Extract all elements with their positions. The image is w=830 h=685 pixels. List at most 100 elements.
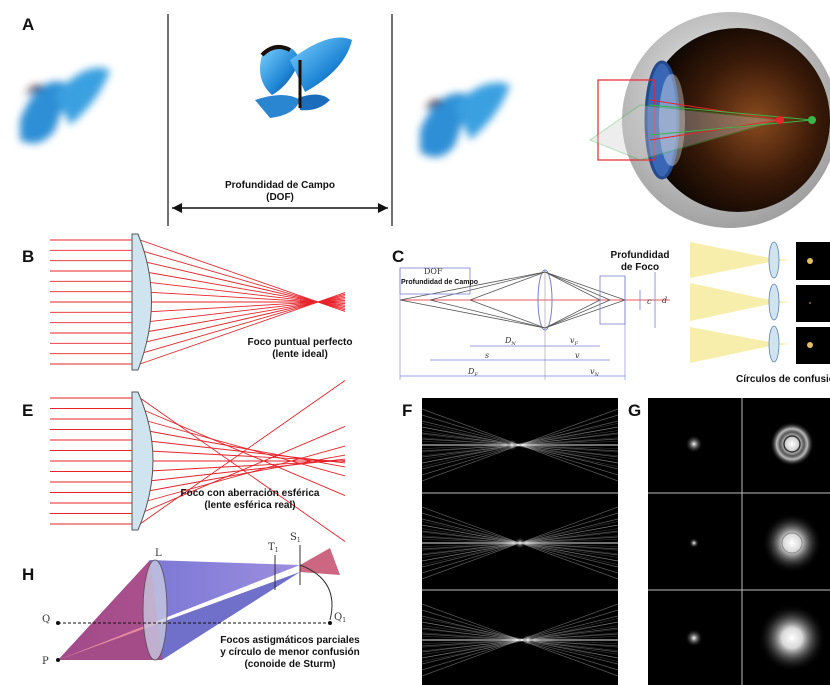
ray-line xyxy=(511,444,619,467)
ray-line xyxy=(527,639,619,659)
ray-line xyxy=(511,444,619,453)
ray-line xyxy=(421,444,513,457)
panel-h-label: H xyxy=(22,565,34,584)
panel-e-caption-line2: (lente esférica real) xyxy=(204,500,295,511)
h-caption-line2: y círculo de menor confusión xyxy=(220,647,359,658)
ray-line xyxy=(421,542,521,558)
d-cone-2 xyxy=(690,283,830,322)
ray-line xyxy=(527,639,619,662)
ray-line xyxy=(421,639,529,655)
ray-line xyxy=(139,458,346,483)
ray-line xyxy=(421,423,513,446)
ray-line xyxy=(527,628,619,641)
f-caustic-patterns xyxy=(421,408,619,677)
ray-line xyxy=(519,542,619,562)
ray-line xyxy=(511,444,619,460)
caustic-focus xyxy=(522,634,534,646)
g-ring-2 xyxy=(762,513,822,573)
spherical-lens-rays xyxy=(50,380,346,542)
g-psf-2 xyxy=(689,538,699,548)
ray-line xyxy=(421,542,521,551)
ray-line xyxy=(511,444,619,464)
c-sym-df: DF xyxy=(467,367,478,378)
ray-line xyxy=(421,444,513,464)
ray-line xyxy=(527,618,619,641)
h-lens-icon xyxy=(142,559,168,661)
g-psf-3 xyxy=(685,629,703,647)
ray-line xyxy=(421,521,521,544)
ray-line xyxy=(527,639,619,652)
ray-line xyxy=(519,524,619,544)
ray-line xyxy=(421,628,529,641)
ray-line xyxy=(421,528,521,544)
panel-b-label: B xyxy=(22,247,34,266)
c-sym-d: d xyxy=(662,296,667,305)
butterfly-blurred-left-icon xyxy=(20,67,110,144)
panel-a: A Profundidad de Campo (DOF) xyxy=(20,12,830,228)
spherical-lens-icon xyxy=(131,391,154,531)
panel-e-caption-line1: Foco con aberración esférica xyxy=(181,488,320,499)
butterfly-sharp-icon xyxy=(255,37,352,118)
ray-line xyxy=(421,542,521,565)
ray-line xyxy=(421,625,529,641)
c-focus-depth-line1: Profundidad xyxy=(611,250,670,261)
panel-e: E Foco con aberración esférica (lente es… xyxy=(22,380,346,542)
h-L: L xyxy=(155,548,162,559)
c-sym-vf: vF xyxy=(570,336,579,347)
h-Q1: Q1 xyxy=(334,612,346,624)
panel-h: H L T1 S1 Q Q1 P Focos astigmáticos parc… xyxy=(22,532,360,670)
ray-line xyxy=(421,535,521,544)
h-S1: S1 xyxy=(290,532,301,544)
ideal-lens-icon xyxy=(131,233,152,371)
ray-line xyxy=(139,426,346,514)
panel-a-label: A xyxy=(22,15,34,34)
ray-line xyxy=(421,639,529,648)
ray-line xyxy=(421,639,529,662)
g-ring-3 xyxy=(758,604,826,672)
h-caption-line1: Focos astigmáticos parciales xyxy=(220,635,360,646)
ray-line xyxy=(519,528,619,544)
c-sym-dn: DN xyxy=(504,336,516,347)
c-sym-c: c xyxy=(647,297,652,306)
ray-line xyxy=(421,542,521,562)
ray-line xyxy=(519,521,619,544)
ray-line xyxy=(421,437,513,446)
d-cone-3 xyxy=(690,325,830,364)
c-dof-label: DOF xyxy=(424,267,443,276)
ray-line xyxy=(511,437,619,446)
ray-line xyxy=(421,531,521,544)
g-psf-1 xyxy=(685,435,703,453)
ray-line xyxy=(519,542,619,555)
ray-line xyxy=(139,292,346,365)
ray-line xyxy=(511,444,619,457)
caustic-focus xyxy=(506,439,518,451)
ray-line xyxy=(421,542,521,555)
ray-line xyxy=(519,542,619,558)
dof-caption-line1: Profundidad de Campo xyxy=(225,180,335,191)
c-focus-depth-line2: de Foco xyxy=(621,262,659,273)
ray-line xyxy=(139,380,346,525)
ray-line xyxy=(421,444,513,467)
ray-line xyxy=(511,433,619,446)
ray-line xyxy=(421,632,529,641)
ray-line xyxy=(519,542,619,551)
c-dof-sub: Profundidad de Campo xyxy=(401,279,478,286)
panel-e-label: E xyxy=(22,401,33,420)
ideal-lens-rays xyxy=(50,239,346,365)
ray-line xyxy=(511,430,619,446)
panel-f: F xyxy=(402,398,619,685)
ray-line xyxy=(139,418,346,477)
ray-line xyxy=(527,639,619,655)
panel-g-label: G xyxy=(628,401,641,420)
eye-diagram-icon xyxy=(588,12,830,228)
ray-line xyxy=(519,531,619,544)
dof-caption-line2: (DOF) xyxy=(266,192,294,203)
ray-line xyxy=(421,639,529,652)
ray-line xyxy=(139,460,346,472)
panel-g: G xyxy=(628,398,830,685)
panel-b: B Foco puntual perfecto (lente ideal) xyxy=(22,233,353,371)
h-P: P xyxy=(42,656,49,667)
ray-line xyxy=(421,639,529,659)
butterfly-blurred-right-icon xyxy=(420,82,510,158)
